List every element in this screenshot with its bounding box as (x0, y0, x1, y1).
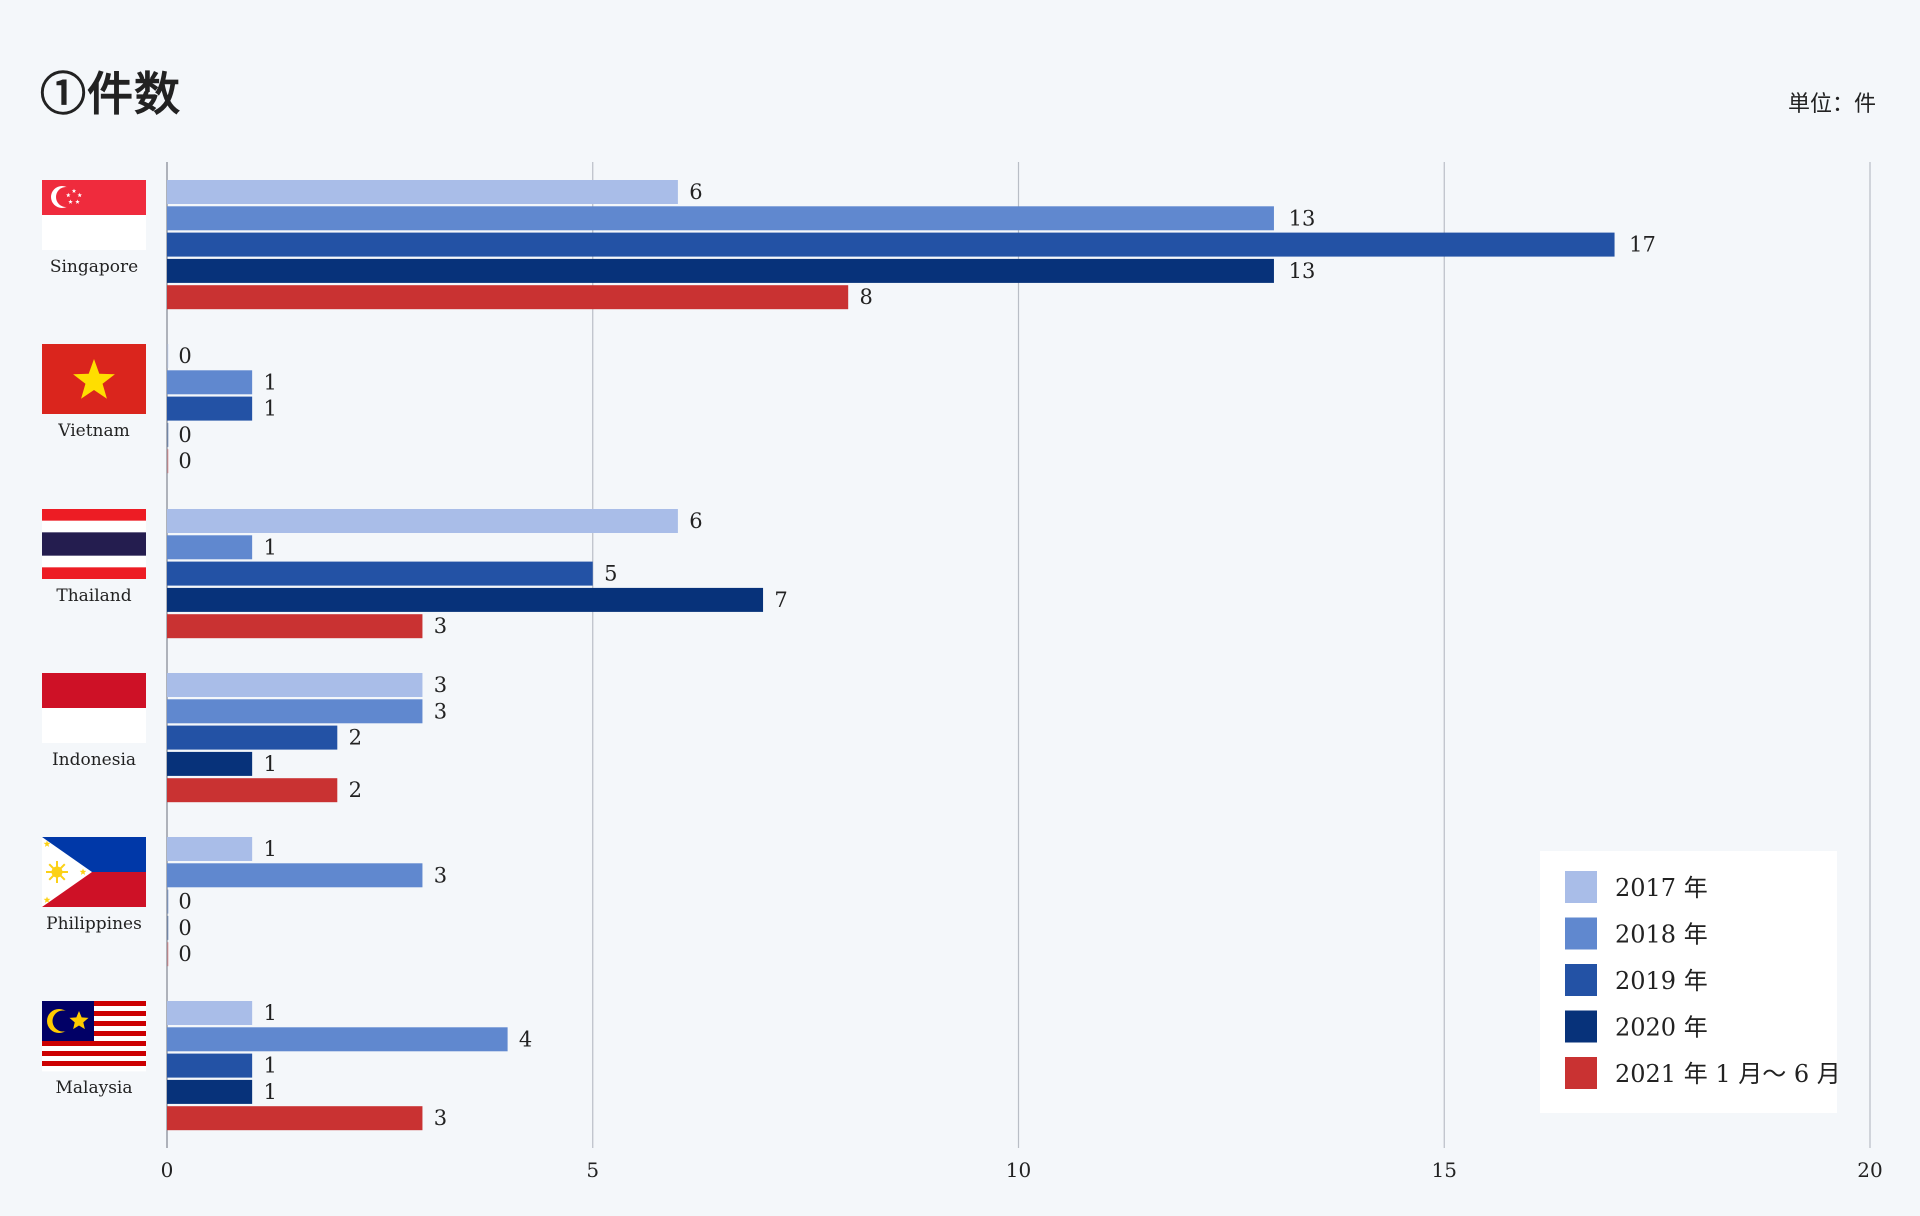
data-label: 1 (263, 535, 276, 559)
bar (167, 396, 253, 421)
data-label: 8 (860, 285, 873, 309)
data-label: 3 (434, 1106, 447, 1130)
bar (167, 673, 423, 697)
x-tick-label: 10 (1006, 1158, 1031, 1182)
bar (167, 206, 1274, 231)
bar (167, 942, 169, 967)
x-tick-label: 15 (1432, 1158, 1457, 1182)
legend-swatch (1565, 1057, 1597, 1089)
bar (167, 863, 423, 888)
data-label: 13 (1289, 259, 1316, 283)
unit-label: 単位：件 (1787, 92, 1876, 117)
bar (167, 725, 338, 750)
bar (167, 915, 169, 940)
data-label: 1 (263, 1001, 276, 1025)
data-label: 7 (774, 588, 787, 612)
bar (167, 258, 1274, 283)
data-label: 1 (263, 397, 276, 421)
bar (167, 587, 764, 612)
bar (167, 285, 849, 310)
legend-entry: 2021 年 1 月〜 6 月 (1615, 1060, 1841, 1088)
bar (167, 561, 593, 586)
legend-entry: 2020 年 (1615, 1014, 1708, 1042)
data-label: 17 (1629, 233, 1656, 257)
bar (167, 837, 253, 861)
bar (167, 535, 253, 560)
x-tick-label: 5 (586, 1158, 599, 1182)
data-label: 1 (263, 370, 276, 394)
data-label: 3 (434, 673, 447, 697)
category-label: Thailand (56, 586, 131, 606)
bar-group-singapore: 6 13 17 13 8 (167, 180, 1656, 310)
bar (167, 1106, 423, 1131)
legend: 2017 年 2018 年 2019 年 2020 年 2021 年 1 月〜 6 月 (1540, 851, 1841, 1113)
data-label: 2 (349, 726, 362, 750)
data-label: 1 (263, 1080, 276, 1104)
bar (167, 1001, 253, 1025)
bar (167, 1079, 253, 1104)
legend-swatch (1565, 1010, 1597, 1043)
vietnam-flag-icon (42, 344, 146, 414)
singapore-flag-icon (42, 180, 146, 250)
data-label: 1 (263, 752, 276, 776)
data-label: 0 (178, 449, 191, 473)
category-label: Philippines (46, 914, 142, 934)
bar (167, 699, 423, 724)
bar (167, 1027, 508, 1052)
bar (167, 422, 169, 447)
legend-entry: 2019 年 (1615, 967, 1708, 995)
category-label: Indonesia (52, 750, 136, 770)
bar (167, 614, 423, 639)
bar (167, 509, 678, 533)
data-label: 3 (434, 614, 447, 638)
bar (167, 180, 678, 204)
data-label: 5 (604, 562, 617, 586)
x-tick-label: 20 (1857, 1158, 1882, 1182)
bar (167, 751, 253, 776)
philippines-flag-icon (42, 837, 146, 907)
legend-swatch (1565, 871, 1597, 903)
legend-swatch (1565, 964, 1597, 996)
thailand-flag-icon (42, 509, 146, 579)
bar-group-thailand: 6 1 5 7 3 (167, 509, 788, 639)
bar (167, 232, 1615, 257)
chart-title: ①件数 (40, 67, 181, 121)
data-label: 13 (1289, 206, 1316, 230)
data-label: 0 (178, 344, 191, 368)
bar (167, 889, 169, 914)
bar (167, 370, 253, 395)
data-label: 3 (434, 699, 447, 723)
indonesia-flag-icon (42, 673, 146, 743)
category-label: Malaysia (55, 1078, 132, 1098)
data-label: 2 (349, 778, 362, 802)
bar-group-indonesia: 33 2 1 2 (167, 673, 447, 803)
malaysia-flag-icon (42, 1001, 146, 1072)
legend-swatch (1565, 917, 1597, 950)
bar (167, 778, 338, 803)
legend-entry: 2017 年 (1615, 874, 1708, 902)
category-label: Vietnam (57, 421, 130, 441)
data-label: 0 (178, 942, 191, 966)
bar (167, 1053, 253, 1078)
data-label: 0 (178, 916, 191, 940)
bar (167, 344, 169, 368)
legend-entry: 2018 年 (1615, 921, 1708, 949)
data-label: 4 (519, 1027, 532, 1051)
data-label: 3 (434, 863, 447, 887)
data-label: 1 (263, 1054, 276, 1078)
bar (167, 449, 169, 474)
data-label: 0 (178, 423, 191, 447)
data-label: 6 (689, 180, 702, 204)
data-label: 0 (178, 890, 191, 914)
category-label: Singapore (50, 257, 138, 277)
data-label: 6 (689, 509, 702, 533)
x-tick-label: 0 (161, 1158, 174, 1182)
data-label: 1 (263, 837, 276, 861)
